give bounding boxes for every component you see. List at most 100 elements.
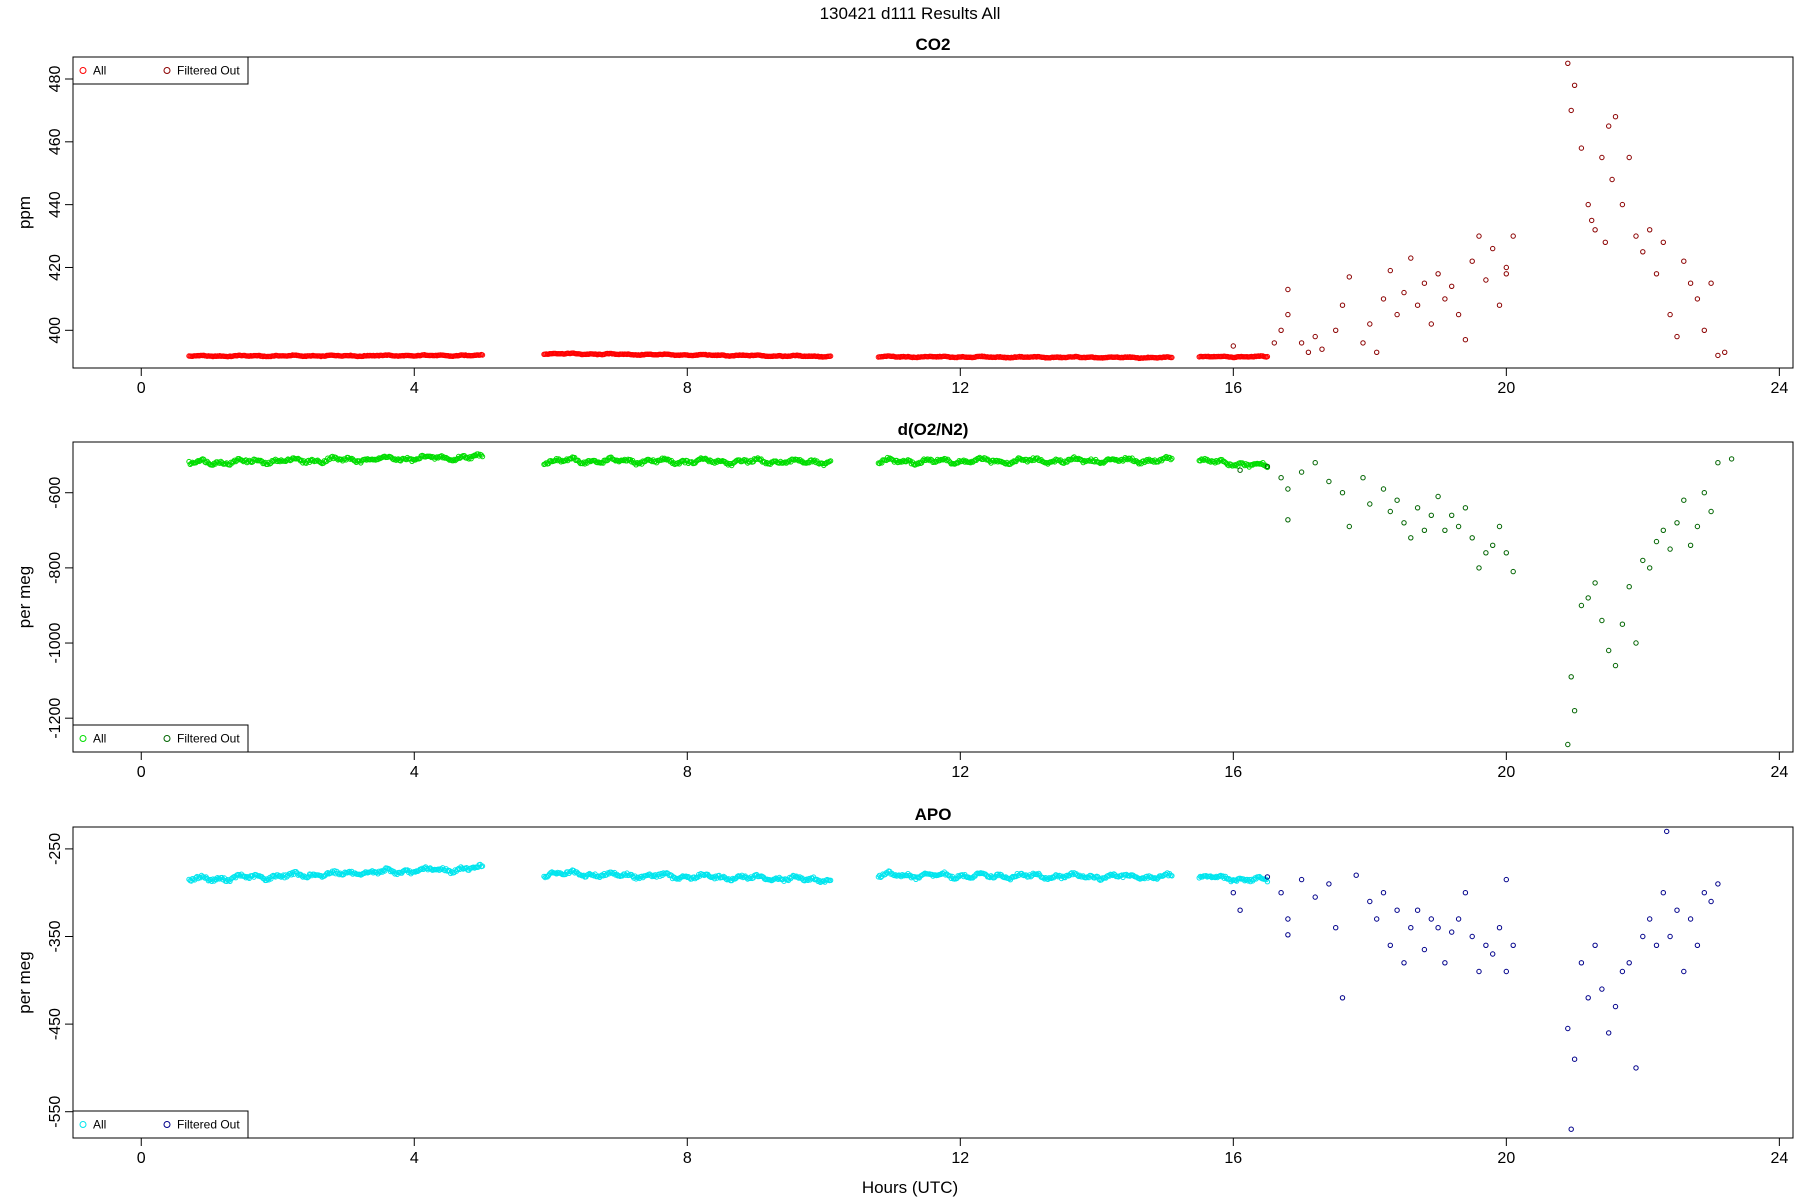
x-tick-label: 8: [683, 1150, 692, 1167]
point-all: [1169, 873, 1175, 879]
point-all: [990, 457, 996, 463]
point-filtered: [1674, 907, 1680, 913]
legend-marker: [163, 67, 171, 74]
point-filtered: [1592, 942, 1598, 948]
point-all: [705, 457, 711, 464]
point-filtered: [1708, 898, 1714, 905]
point-filtered: [1237, 467, 1243, 473]
point-filtered: [1367, 501, 1373, 507]
point-filtered: [1602, 239, 1609, 246]
point-filtered: [1503, 968, 1510, 975]
point-filtered: [1278, 890, 1284, 896]
point-filtered: [1708, 508, 1714, 515]
point-filtered: [1701, 327, 1708, 333]
point-filtered: [1333, 925, 1339, 931]
point-all: [392, 871, 398, 877]
figure-title: 130421 d111 Results All: [820, 4, 1001, 23]
point-filtered: [1585, 595, 1591, 601]
y-tick-label: -1000: [47, 622, 64, 663]
point-filtered: [1568, 674, 1574, 680]
point-filtered: [1326, 881, 1332, 887]
point-filtered: [1687, 280, 1694, 286]
y-tick-label: -550: [47, 1096, 64, 1128]
point-all: [626, 872, 632, 878]
point-all: [194, 458, 200, 465]
point-filtered: [1483, 942, 1489, 948]
point-all: [1223, 875, 1230, 881]
point-filtered: [1510, 942, 1516, 948]
point-filtered: [1442, 527, 1448, 533]
point-all: [796, 875, 802, 881]
point-filtered: [1609, 176, 1615, 183]
point-filtered: [1469, 258, 1475, 264]
x-tick-label: 24: [1770, 764, 1788, 781]
point-all: [876, 460, 883, 467]
legend: All Filtered Out: [72, 1110, 249, 1139]
point-filtered: [1278, 327, 1284, 333]
point-filtered: [1339, 490, 1346, 496]
y-tick-label: 440: [47, 191, 64, 218]
point-all: [277, 873, 283, 879]
panel-title: d(O2/N2): [898, 420, 969, 439]
point-filtered: [1589, 217, 1595, 224]
data-points: [186, 828, 1721, 1132]
point-filtered: [1568, 1126, 1574, 1132]
point-filtered: [1585, 201, 1591, 208]
point-filtered: [1367, 321, 1373, 327]
legend: All Filtered Out: [72, 56, 249, 85]
point-filtered: [1728, 456, 1735, 462]
point-filtered: [1660, 239, 1667, 246]
point-filtered: [1510, 233, 1516, 239]
point-filtered: [1367, 898, 1373, 905]
y-tick-label: -450: [47, 1008, 64, 1040]
point-filtered: [1633, 1065, 1639, 1071]
x-tick-label: 16: [1224, 1150, 1242, 1167]
point-all: [1251, 876, 1257, 883]
point-filtered: [1626, 960, 1632, 966]
y-tick-label: 460: [47, 128, 64, 155]
point-filtered: [1490, 542, 1496, 548]
point-filtered: [1285, 486, 1291, 492]
point-filtered: [1408, 255, 1414, 261]
point-filtered: [1339, 302, 1346, 308]
legend-marker: [163, 1121, 171, 1128]
point-all: [242, 873, 248, 880]
point-filtered: [1694, 942, 1701, 948]
point-filtered: [1298, 469, 1305, 475]
point-all: [925, 456, 932, 462]
point-filtered: [1374, 349, 1380, 355]
point-filtered: [1626, 584, 1632, 590]
x-tick-label: 16: [1224, 380, 1242, 397]
y-tick-label: -600: [47, 477, 64, 509]
point-filtered: [1387, 267, 1394, 274]
point-filtered: [1687, 542, 1694, 548]
point-filtered: [1455, 523, 1462, 530]
point-filtered: [1469, 535, 1475, 541]
point-filtered: [1435, 493, 1441, 500]
point-all: [451, 456, 457, 463]
point-all: [915, 461, 921, 467]
point-filtered: [1230, 343, 1237, 349]
legend-box: [72, 1110, 249, 1139]
point-filtered: [1285, 932, 1291, 938]
point-filtered: [1435, 925, 1441, 931]
point-filtered: [1449, 929, 1455, 935]
y-tick-label: 420: [47, 254, 64, 281]
plot-frame: [72, 826, 1794, 1139]
point-all: [1169, 455, 1175, 462]
point-all: [996, 872, 1002, 879]
x-tick-label: 0: [137, 1150, 146, 1167]
point-filtered: [1285, 916, 1291, 922]
point-filtered: [1722, 349, 1728, 355]
point-filtered: [1476, 233, 1482, 239]
point-filtered: [1585, 995, 1591, 1001]
legend-label: Filtered Out: [177, 1118, 240, 1132]
legend-marker: [79, 67, 87, 74]
point-all: [611, 457, 618, 463]
point-all: [479, 863, 486, 869]
data-points: [186, 60, 1728, 362]
point-filtered: [1285, 286, 1291, 293]
legend-label: All: [93, 1118, 106, 1132]
point-all: [827, 877, 834, 883]
point-filtered: [1442, 960, 1448, 966]
